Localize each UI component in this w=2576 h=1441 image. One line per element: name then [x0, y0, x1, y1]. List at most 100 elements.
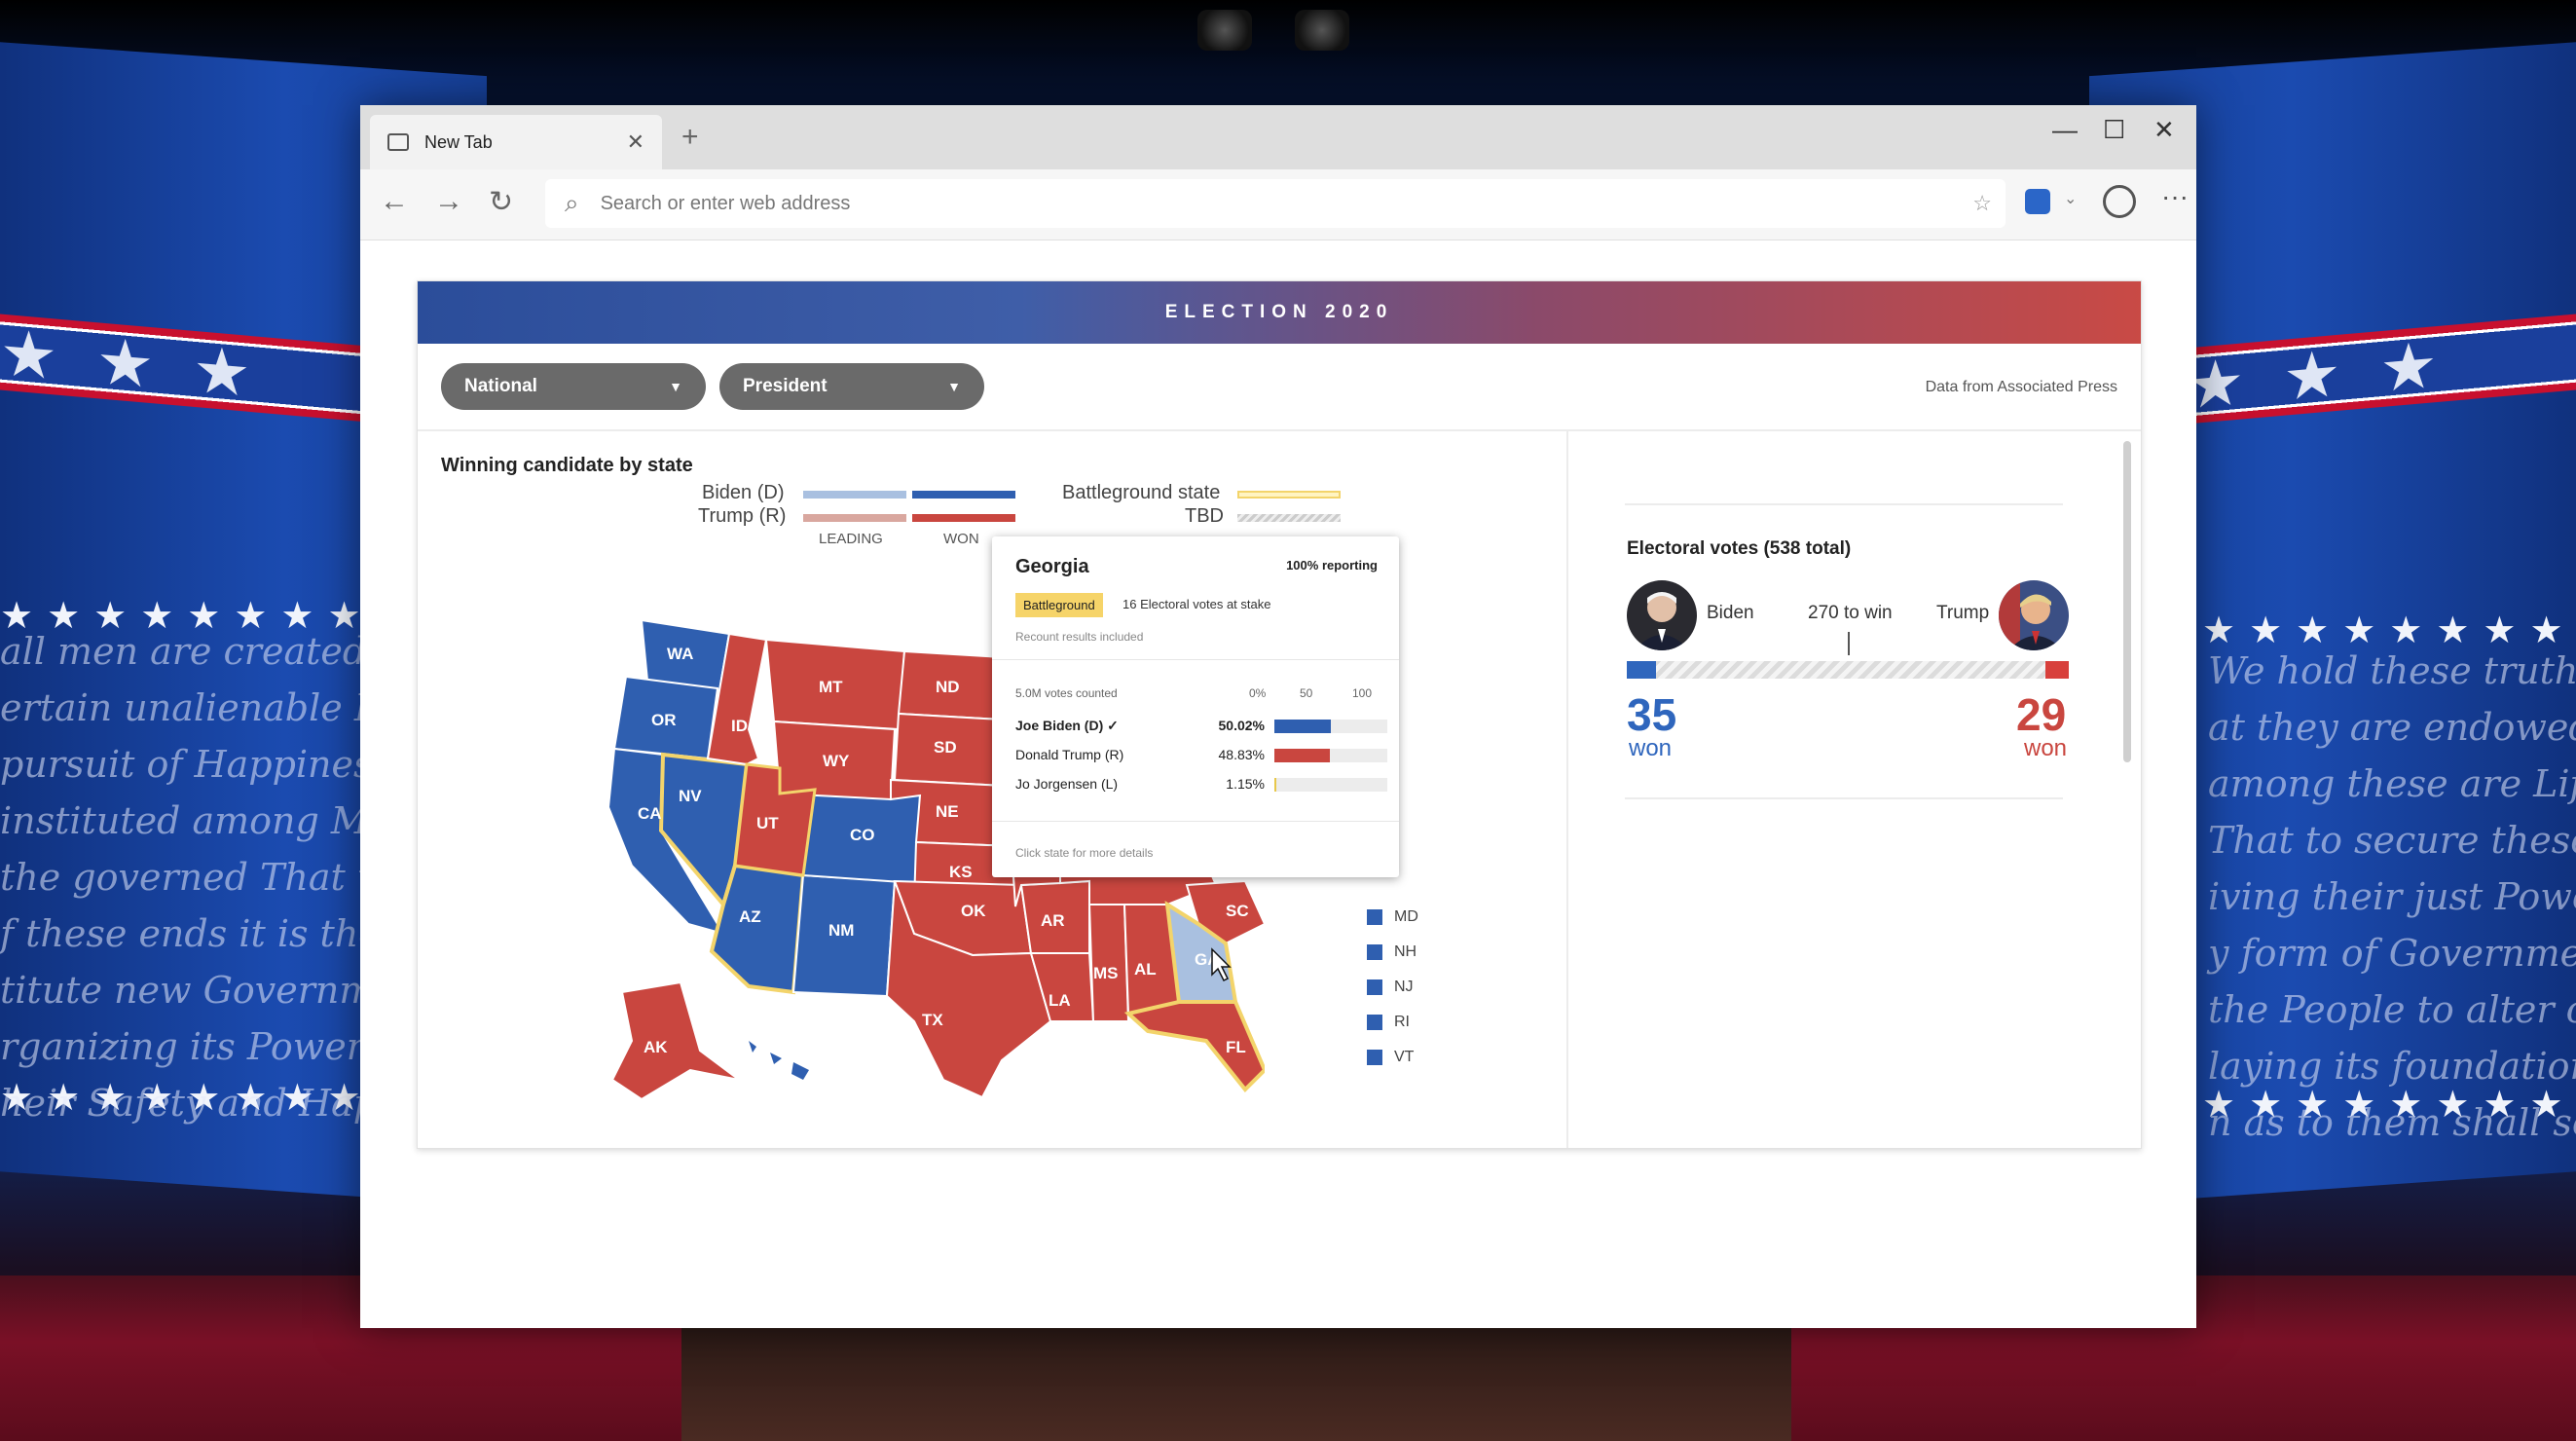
small-state-md[interactable]: MD — [1367, 900, 1418, 935]
election-banner: ELECTION 2020 — [418, 281, 2141, 344]
state-ms[interactable] — [1087, 904, 1130, 1022]
candidate-name: Joe Biden (D) ✓ — [1015, 718, 1119, 733]
small-state-nj[interactable]: NJ — [1367, 970, 1418, 1005]
trump-avatar — [1999, 580, 2069, 650]
small-state-ri[interactable]: RI — [1367, 1005, 1418, 1040]
tooltip-axis-0: 0% — [1249, 686, 1267, 700]
maximize-button[interactable]: ☐ — [2103, 115, 2126, 144]
trump-electoral-fill — [2044, 661, 2069, 679]
label-ok: OK — [961, 902, 986, 920]
small-state-label: MD — [1394, 908, 1418, 925]
tooltip-footer: Click state for more details — [1015, 846, 1154, 860]
tooltip-state-name: Georgia — [1015, 556, 1089, 577]
trump-label: Trump — [1936, 603, 1990, 623]
tab-title: New Tab — [424, 131, 493, 152]
address-bar[interactable]: ⌕ Search or enter web address ☆ — [545, 179, 2006, 228]
state-hi[interactable] — [749, 1041, 809, 1080]
profile-icon[interactable] — [2103, 185, 2136, 218]
title-bar: New Tab ✕ + — ☐ ✕ — [360, 105, 2196, 169]
divider — [1625, 503, 2063, 505]
biden-avatar — [1627, 580, 1697, 650]
state-swatch — [1367, 909, 1382, 925]
forward-arrow-icon[interactable]: → — [434, 185, 463, 217]
biden-won-label: won — [1629, 735, 1673, 761]
legend-tbd: TBD — [1185, 505, 1224, 527]
label-ca: CA — [638, 804, 662, 823]
refresh-icon[interactable]: ↻ — [489, 186, 514, 218]
label-la: LA — [1049, 991, 1071, 1010]
biden-electoral-count: 35 — [1627, 689, 1677, 740]
search-icon: ⌕ — [565, 188, 579, 217]
mouse-cursor-icon — [1211, 947, 1232, 982]
divider — [1625, 797, 2063, 799]
label-nm: NM — [828, 921, 854, 940]
label-wa: WA — [667, 645, 693, 663]
label-al: AL — [1134, 960, 1157, 979]
chevron-down-icon[interactable]: ⌄ — [2064, 191, 2078, 207]
divider — [418, 429, 2141, 431]
legend-won-caption: WON — [943, 531, 979, 547]
minimize-button[interactable]: — — [2052, 115, 2078, 144]
right-star-row: ★★★★★★★★★★ — [2202, 610, 2576, 651]
small-state-label: VT — [1394, 1049, 1415, 1065]
state-ut[interactable] — [733, 762, 817, 877]
tooltip-recount-note: Recount results included — [1015, 630, 1144, 644]
small-states-list: MD NH NJ RI VT — [1367, 900, 1418, 1075]
tooltip-axis-50: 50 — [1300, 686, 1313, 700]
label-fl: FL — [1226, 1038, 1246, 1056]
election-panel: ELECTION 2020 National ▼ President ▼ Dat… — [417, 280, 2142, 1149]
candidate-row: Jo Jorgensen (L) 1.15% — [1015, 772, 1387, 799]
legend-biden-won-swatch — [912, 491, 1015, 499]
extension-icon[interactable] — [2025, 189, 2050, 214]
right-star-row: ★★★★★★★★★★ — [2202, 1085, 2576, 1126]
label-tx: TX — [922, 1011, 943, 1029]
back-arrow-icon[interactable]: ← — [380, 185, 409, 217]
new-tab-button[interactable]: + — [681, 121, 699, 153]
label-wy: WY — [823, 752, 850, 770]
legend-trump-won-swatch — [912, 514, 1015, 522]
legend-biden: Biden (D) — [702, 482, 785, 503]
small-state-label: NH — [1394, 943, 1417, 960]
state-swatch — [1367, 1015, 1382, 1030]
more-menu-icon[interactable]: ··· — [2161, 181, 2189, 211]
label-ak: AK — [644, 1038, 668, 1056]
state-ga[interactable] — [1164, 901, 1238, 1004]
scrollbar[interactable] — [2123, 441, 2131, 762]
candidate-bar — [1274, 720, 1332, 733]
browser-tab[interactable]: New Tab ✕ — [370, 115, 662, 169]
trump-portrait-icon — [1999, 580, 2069, 650]
candidate-bar-track — [1274, 749, 1387, 762]
small-state-label: RI — [1394, 1014, 1410, 1030]
tooltip-electoral-stake: 16 Electoral votes at stake — [1122, 597, 1271, 611]
label-sc: SC — [1226, 902, 1249, 920]
state-id[interactable] — [706, 632, 768, 766]
tooltip-axis-100: 100 — [1352, 686, 1373, 700]
candidate-name: Jo Jorgensen (L) — [1015, 776, 1119, 792]
label-az: AZ — [739, 907, 761, 926]
label-ut: UT — [756, 814, 779, 832]
legend-leading-caption: LEADING — [819, 531, 883, 547]
region-dropdown[interactable]: National ▼ — [441, 363, 706, 410]
close-window-button[interactable]: ✕ — [2153, 115, 2175, 144]
favorite-star-icon[interactable]: ☆ — [1972, 191, 1992, 215]
trump-electoral-count: 29 — [2016, 689, 2067, 740]
state-swatch — [1367, 944, 1382, 960]
label-id: ID — [731, 717, 748, 735]
state-ak[interactable] — [610, 980, 740, 1099]
small-state-nh[interactable]: NH — [1367, 935, 1418, 970]
candidate-percent: 48.83% — [1218, 747, 1265, 762]
legend-battleground: Battleground state — [1062, 482, 1221, 503]
stage-light-icon — [1295, 10, 1349, 51]
candidate-percent: 1.15% — [1226, 776, 1265, 792]
small-state-vt[interactable]: VT — [1367, 1040, 1418, 1075]
navigation-bar: ← → ↻ ⌕ Search or enter web address ☆ ⌄ … — [360, 169, 2196, 240]
race-dropdown-value: President — [743, 376, 828, 396]
close-tab-icon[interactable]: ✕ — [626, 129, 644, 154]
label-or: OR — [651, 711, 677, 729]
race-dropdown[interactable]: President ▼ — [719, 363, 984, 410]
right-decorative-script: We hold these truths to be self at they … — [2208, 649, 2576, 1144]
candidate-row: Joe Biden (D) ✓ 50.02% — [1015, 714, 1387, 741]
stage-light-icon — [1197, 10, 1252, 51]
biden-electoral-fill — [1627, 661, 1656, 679]
tooltip-divider — [992, 821, 1399, 822]
